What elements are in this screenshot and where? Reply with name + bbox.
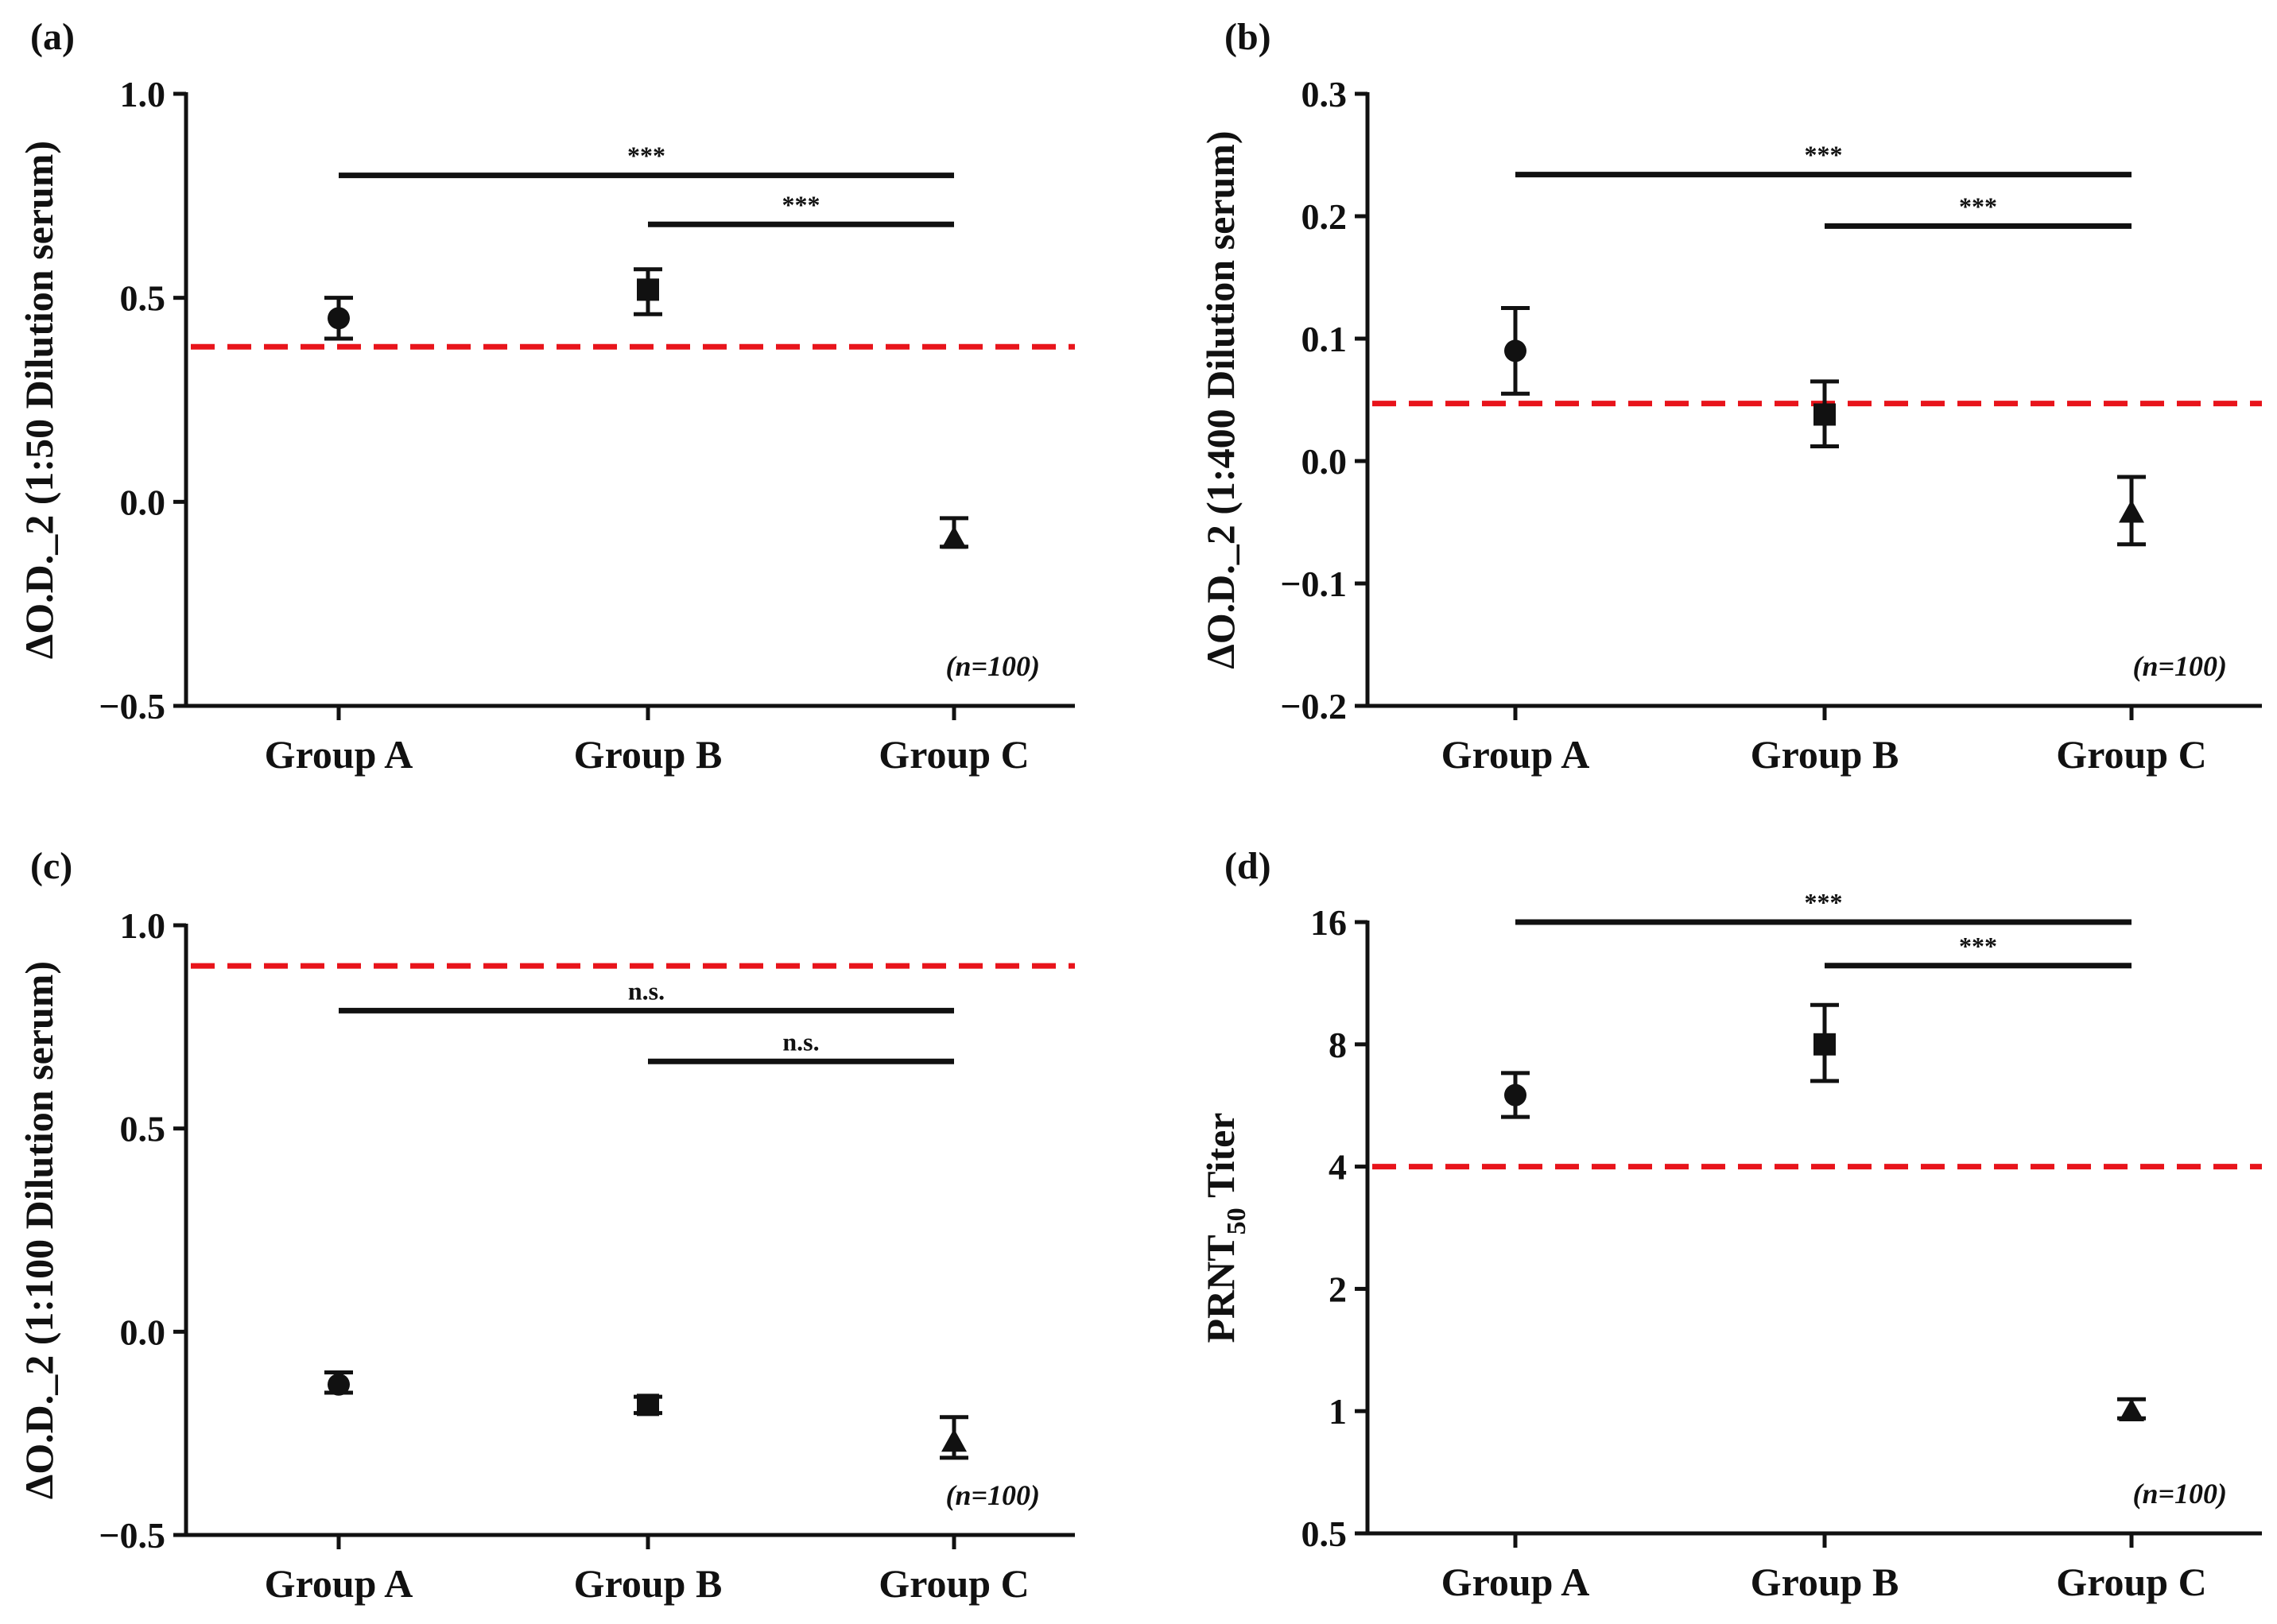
chart-panel-d: (d) 0.5 1 2 4 8 16 Group A Group B Group C PRNT50 … xyxy=(1198,845,2262,1604)
y-tick-label: 0.5 xyxy=(1301,1514,1348,1554)
y-tick-label: 16 xyxy=(1310,902,1347,943)
y-axis-title: ΔO.D._2 (1:400 Dilution serum) xyxy=(1198,130,1243,669)
data-point-circle xyxy=(1504,339,1526,362)
x-category-label: Group A xyxy=(265,1561,413,1606)
data-point-triangle xyxy=(2119,499,2144,523)
y-tick-label: −0.2 xyxy=(1280,686,1347,727)
panel-label: (c) xyxy=(30,845,72,887)
y-tick-label: −0.5 xyxy=(99,1515,165,1556)
x-category-label: Group B xyxy=(1751,732,1899,777)
data-point-circle xyxy=(328,307,350,330)
y-tick-label: 2 xyxy=(1329,1269,1347,1309)
significance-label: *** xyxy=(627,141,665,170)
x-category-label: Group C xyxy=(2056,1560,2206,1604)
x-category-label: Group B xyxy=(1751,1560,1899,1604)
data-point-circle xyxy=(328,1373,350,1396)
sample-size-note: (n=100) xyxy=(2132,650,2227,682)
significance-label: *** xyxy=(1959,192,1997,220)
y-tick-label: 0.5 xyxy=(120,1109,166,1149)
chart-panel-b: (b) −0.2 −0.1 0.0 0.1 0.2 0.3 Group A Group B Gro… xyxy=(1198,16,2262,777)
data-point-triangle xyxy=(2119,1398,2144,1421)
y-tick-label: 0.0 xyxy=(120,1312,166,1352)
y-tick-label: 0.2 xyxy=(1301,196,1348,237)
y-tick-label: 0.0 xyxy=(120,482,166,522)
significance-label: *** xyxy=(1959,932,1997,960)
data-point-square xyxy=(1813,1033,1836,1056)
y-tick-label: 1.0 xyxy=(120,905,166,946)
data-point-triangle xyxy=(941,525,967,549)
y-tick-label: 0.3 xyxy=(1301,74,1348,114)
x-category-label: Group A xyxy=(1441,732,1590,777)
panel-label: (a) xyxy=(30,16,75,58)
significance-label: *** xyxy=(1805,141,1843,169)
panel-label: (d) xyxy=(1224,845,1271,887)
chart-panel-c: (c) −0.5 0.0 0.5 1.0 Group A Group B Group C ΔO.… xyxy=(17,845,1075,1606)
x-category-label: Group C xyxy=(879,1561,1029,1606)
y-axis-title-subscript: 50 xyxy=(1222,1207,1251,1234)
y-tick-label: 0.5 xyxy=(120,278,166,319)
y-tick-label: 8 xyxy=(1329,1025,1347,1065)
x-category-label: Group C xyxy=(879,732,1029,777)
x-category-label: Group B xyxy=(574,1561,723,1606)
x-category-label: Group A xyxy=(1441,1560,1590,1604)
y-axis-title: ΔO.D._2 (1:100 Dilution serum) xyxy=(17,961,61,1499)
x-category-label: Group B xyxy=(574,732,723,777)
sample-size-note: (n=100) xyxy=(2132,1478,2227,1510)
y-tick-label: −0.5 xyxy=(99,686,165,727)
y-tick-label: 1 xyxy=(1329,1391,1347,1432)
y-tick-label: 1.0 xyxy=(120,74,166,114)
panel-label: (b) xyxy=(1224,16,1271,58)
y-tick-label: 4 xyxy=(1329,1147,1347,1188)
chart-panel-a: (a) −0.5 0.0 0.5 1.0 Group A Group B Group C ΔO.… xyxy=(17,16,1075,777)
data-point-square xyxy=(637,1393,659,1417)
y-tick-label: −0.1 xyxy=(1280,564,1347,604)
y-axis-title-tail: Titer xyxy=(1198,1113,1243,1208)
sample-size-note: (n=100) xyxy=(945,1479,1040,1511)
data-point-square xyxy=(637,278,659,301)
y-tick-label: 0.1 xyxy=(1301,319,1348,359)
significance-label: n.s. xyxy=(628,976,665,1005)
x-category-label: Group A xyxy=(265,732,413,777)
data-point-triangle xyxy=(941,1428,967,1452)
significance-label: *** xyxy=(782,190,820,219)
y-axis-title: PRNT50 Titer xyxy=(1198,1113,1251,1343)
data-point-square xyxy=(1813,403,1836,426)
significance-label: n.s. xyxy=(782,1027,819,1056)
sample-size-note: (n=100) xyxy=(945,650,1040,682)
y-axis-title: ΔO.D._2 (1:50 Dilution serum) xyxy=(17,141,61,659)
data-point-circle xyxy=(1504,1083,1526,1107)
x-category-label: Group C xyxy=(2056,732,2206,777)
significance-label: *** xyxy=(1805,888,1843,917)
y-axis-title-main: PRNT xyxy=(1198,1234,1243,1343)
y-tick-label: 0.0 xyxy=(1301,441,1348,482)
